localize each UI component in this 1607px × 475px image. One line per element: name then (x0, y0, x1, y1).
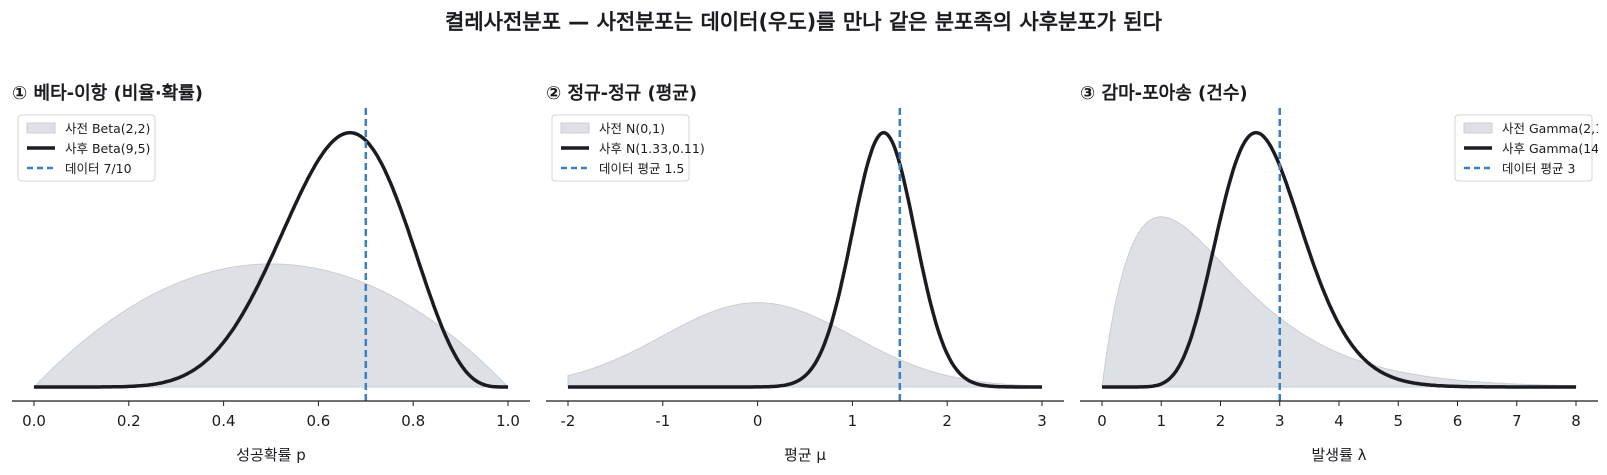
panel-3-xlabel: 발생률 λ (1311, 446, 1367, 464)
legend-posterior-label: 사후 N(1.33,0.11) (599, 141, 705, 156)
panel-3-chart: 0 1 2 3 4 5 6 7 8 사전 Gamma(2,1) 사후 Gamma(14, 1/5) 데… (1080, 108, 1598, 430)
x-tick-label: 0 (753, 412, 763, 430)
posterior-density-line (33, 130, 509, 389)
panel-1-xlabel: 성공확률 p (236, 446, 306, 464)
legend-prior-swatch (26, 122, 56, 134)
x-tick-label: 0 (1097, 412, 1107, 430)
x-tick-label: 2 (1216, 412, 1226, 430)
x-tick-label: -2 (561, 412, 576, 430)
x-tick-label: 1.0 (496, 412, 520, 430)
x-tick-label: 3 (1275, 412, 1285, 430)
x-tick-label: 0.8 (401, 412, 425, 430)
panel-2-xlabel: 평균 μ (784, 446, 826, 464)
panel-3-title: ③ 감마-포아송 (건수) (1080, 83, 1248, 104)
x-tick-label: 5 (1393, 412, 1403, 430)
x-tick-label: 8 (1571, 412, 1581, 430)
x-tick-label: 6 (1453, 412, 1463, 430)
x-tick-label: 2 (942, 412, 952, 430)
panel-2-title: ② 정규-정규 (평균) (546, 83, 698, 104)
x-tick-label: 7 (1512, 412, 1522, 430)
x-tick-label: 1 (1156, 412, 1166, 430)
legend-prior-swatch (560, 122, 590, 134)
legend-data-label: 데이터 평균 1.5 (599, 161, 684, 176)
legend-prior-swatch (1463, 122, 1493, 134)
legend-posterior-label: 사후 Gamma(14, 1/5) (1502, 141, 1598, 156)
figure-title: 켤레사전분포 — 사전분포는 데이터(우도)를 만나 같은 분포족의 사후분포가… (445, 10, 1162, 34)
x-tick-label: 0.4 (212, 412, 236, 430)
posterior-density-line (1101, 130, 1577, 389)
legend-prior-label: 사전 Gamma(2,1) (1502, 121, 1598, 136)
x-tick-label: 4 (1334, 412, 1344, 430)
x-tick-label: 0.0 (22, 412, 46, 430)
prior-density-area (1101, 216, 1577, 388)
prior-density-area (32, 263, 510, 388)
legend-data-label: 데이터 평균 3 (1502, 161, 1575, 176)
x-tick-label: 0.6 (306, 412, 330, 430)
legend-data-label: 데이터 7/10 (65, 161, 132, 176)
legend-prior-label: 사전 N(0,1) (599, 121, 665, 136)
x-tick-label: 1 (848, 412, 858, 430)
x-tick-label: 3 (1037, 412, 1047, 430)
legend-prior-label: 사전 Beta(2,2) (65, 121, 150, 136)
panel-1-chart: 0.0 0.2 0.4 0.6 0.8 1.0 사전 Beta(2,2) 사후 Beta(9,… (12, 108, 530, 430)
x-tick-label: 0.2 (117, 412, 141, 430)
panel-2-chart: -2 -1 0 1 2 3 사전 N(0,1) 사후 N(1.33,0.11) 데이터 평균 1… (546, 108, 1064, 430)
x-tick-label: -1 (655, 412, 670, 430)
legend-posterior-label: 사후 Beta(9,5) (65, 141, 150, 156)
panel-1-title: ① 베타-이항 (비율·확률) (12, 83, 204, 104)
posterior-density-line (567, 130, 1043, 389)
